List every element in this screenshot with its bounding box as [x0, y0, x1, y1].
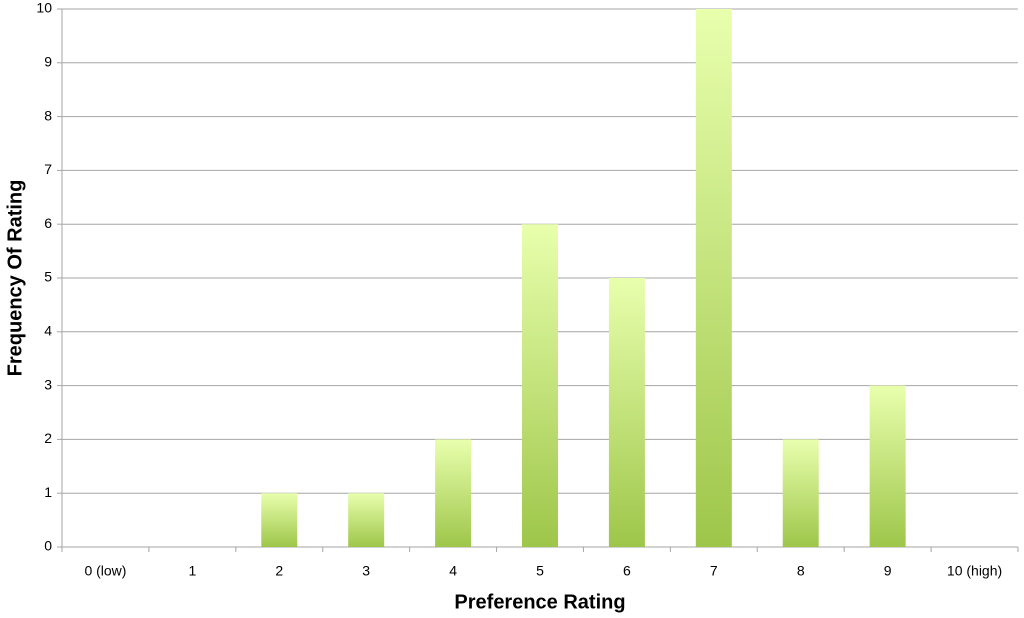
y-tick-label: 0	[44, 538, 52, 554]
bar	[348, 493, 385, 547]
y-tick-label: 8	[44, 107, 52, 123]
y-tick-label: 2	[44, 430, 52, 446]
x-axis-title: Preference Rating	[454, 591, 625, 613]
x-tick-label: 7	[710, 563, 718, 579]
y-tick-label: 4	[44, 323, 52, 339]
bar	[608, 278, 645, 547]
y-tick-label: 10	[36, 0, 52, 16]
x-tick-label: 9	[884, 563, 892, 579]
bar	[522, 224, 558, 547]
y-tick-label: 3	[44, 376, 52, 392]
y-axis-title: Frequency Of Rating	[4, 180, 26, 377]
y-tick-label: 9	[44, 54, 52, 70]
x-tick-label: 0 (low)	[84, 563, 126, 579]
x-tick-label: 10 (high)	[947, 563, 1002, 579]
y-tick-label: 5	[44, 269, 52, 285]
y-tick-label: 6	[44, 215, 52, 231]
x-tick-label: 2	[275, 563, 283, 579]
bar	[695, 9, 732, 547]
x-tick-label: 8	[797, 563, 805, 579]
x-tick-label: 3	[362, 563, 370, 579]
x-tick-label: 5	[536, 563, 544, 579]
x-tick-label: 6	[623, 563, 631, 579]
bar	[261, 493, 298, 547]
bar	[869, 385, 906, 547]
x-tick-label: 1	[188, 563, 196, 579]
x-tick-label: 4	[449, 563, 457, 579]
bar	[782, 439, 819, 547]
y-tick-label: 1	[44, 484, 52, 500]
bar	[435, 439, 472, 547]
y-tick-label: 7	[44, 161, 52, 177]
